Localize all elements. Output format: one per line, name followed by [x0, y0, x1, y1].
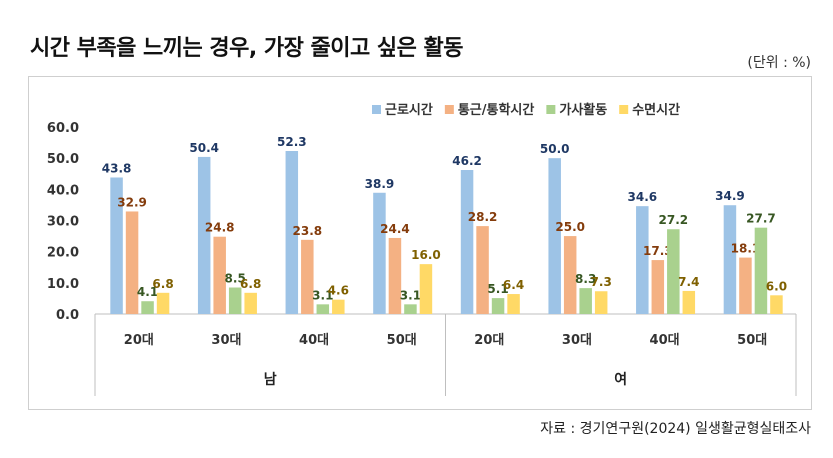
y-tick-label: 0.0 [56, 308, 79, 323]
chart-title: 시간 부족을 느끼는 경우, 가장 줄이고 싶은 활동 [30, 36, 464, 61]
data-label: 7.4 [678, 275, 699, 289]
bar-1 [636, 206, 649, 314]
bar-4 [770, 295, 783, 314]
data-label: 4.1 [137, 285, 158, 299]
group-label: 남 [264, 371, 277, 388]
y-tick-label: 30.0 [47, 215, 79, 230]
bar-2 [388, 237, 402, 314]
legend-label: 수면시간 [632, 102, 680, 118]
bar-1 [197, 156, 211, 314]
data-label: 18.1 [731, 242, 761, 256]
data-label: 7.3 [591, 275, 612, 289]
bar-1 [548, 158, 561, 314]
bar-3 [491, 298, 505, 314]
bar-2 [213, 236, 226, 314]
data-label: 25.0 [555, 220, 585, 234]
data-label: 32.9 [117, 195, 147, 209]
bar-2 [563, 236, 577, 314]
data-label: 16.0 [411, 248, 441, 262]
bar-3 [579, 288, 592, 314]
unit-label: (단위 : %) [747, 55, 811, 71]
bar-3 [316, 304, 330, 314]
x-tick-label: 20대 [474, 333, 504, 348]
y-tick-label: 50.0 [47, 152, 79, 167]
data-label: 28.2 [468, 210, 498, 224]
chart-frame [28, 76, 812, 410]
bar-2 [739, 257, 752, 314]
data-label: 5.1 [487, 282, 508, 296]
bar-1 [723, 205, 737, 314]
data-label: 24.4 [380, 222, 410, 236]
bar-4 [244, 292, 257, 314]
bar-3 [667, 229, 680, 314]
data-label: 27.2 [659, 213, 689, 227]
data-label: 50.4 [189, 141, 219, 155]
legend-swatch [546, 105, 556, 114]
data-label: 3.1 [312, 288, 333, 302]
y-tick-label: 10.0 [47, 277, 79, 292]
bar-4 [682, 290, 696, 314]
data-label: 6.0 [766, 279, 787, 293]
data-label: 6.4 [503, 278, 524, 292]
x-tick-label: 40대 [650, 333, 680, 348]
source-note: 자료 : 경기연구원(2024) 일생활균형실태조사 [540, 421, 811, 437]
data-label: 23.8 [293, 224, 323, 238]
legend-label: 가사활동 [559, 102, 607, 118]
bar-2 [301, 239, 314, 314]
data-label: 27.7 [746, 212, 776, 226]
bar-4 [156, 292, 170, 314]
bar-4 [419, 264, 433, 314]
bar-4 [507, 294, 520, 314]
bar-2 [476, 226, 489, 314]
data-label: 8.3 [575, 272, 596, 286]
bar-1 [285, 150, 299, 314]
legend-label: 통근/통학시간 [458, 102, 535, 118]
bar-1 [110, 177, 123, 314]
data-label: 46.2 [452, 154, 482, 168]
bar-1 [373, 192, 386, 314]
data-label: 34.9 [715, 189, 745, 203]
group-label: 여 [614, 371, 627, 388]
bar-2 [125, 211, 139, 314]
x-tick-label: 40대 [299, 333, 329, 348]
bar-2 [651, 260, 665, 314]
data-label: 24.8 [205, 221, 235, 235]
x-tick-label: 50대 [387, 333, 417, 348]
data-label: 4.6 [328, 284, 349, 298]
data-label: 6.8 [240, 277, 261, 291]
bar-4 [594, 291, 608, 314]
data-label: 52.3 [277, 135, 307, 149]
legend-swatch [619, 105, 629, 114]
data-label: 34.6 [628, 190, 658, 204]
x-tick-label: 20대 [124, 333, 154, 348]
x-tick-label: 30대 [562, 333, 592, 348]
x-tick-label: 30대 [211, 333, 241, 348]
bar-3 [228, 287, 242, 314]
data-label: 50.0 [540, 142, 570, 156]
bar-1 [460, 170, 474, 314]
data-label: 17.3 [643, 244, 673, 258]
legend-swatch [372, 105, 381, 114]
y-tick-label: 60.0 [47, 121, 79, 136]
bar-3 [754, 227, 768, 314]
legend-swatch [444, 105, 454, 114]
bar-3 [404, 304, 417, 314]
data-label: 38.9 [365, 177, 395, 191]
data-label: 3.1 [400, 288, 421, 302]
data-label: 43.8 [102, 161, 132, 175]
bar-4 [332, 299, 345, 314]
bar-3 [141, 301, 154, 314]
x-tick-label: 50대 [737, 333, 767, 348]
data-label: 6.8 [152, 277, 173, 291]
y-tick-label: 40.0 [47, 183, 79, 198]
data-label: 8.5 [225, 272, 246, 286]
y-tick-label: 20.0 [47, 246, 79, 261]
legend-label: 근로시간 [385, 102, 433, 118]
